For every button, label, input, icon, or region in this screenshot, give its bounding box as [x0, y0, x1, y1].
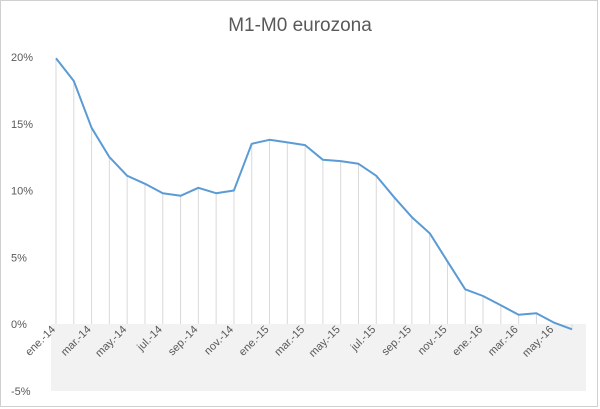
negative-band — [51, 324, 586, 391]
series-line — [55, 57, 573, 331]
y-tick-label: -5% — [11, 386, 31, 398]
y-tick-label: 5% — [11, 252, 27, 264]
y-tick-label: 20% — [11, 52, 33, 64]
y-tick-label: 15% — [11, 119, 33, 131]
y-tick-label: 0% — [11, 319, 27, 331]
chart-title: M1-M0 eurozona — [228, 15, 372, 36]
y-tick-label: 10% — [11, 186, 33, 198]
